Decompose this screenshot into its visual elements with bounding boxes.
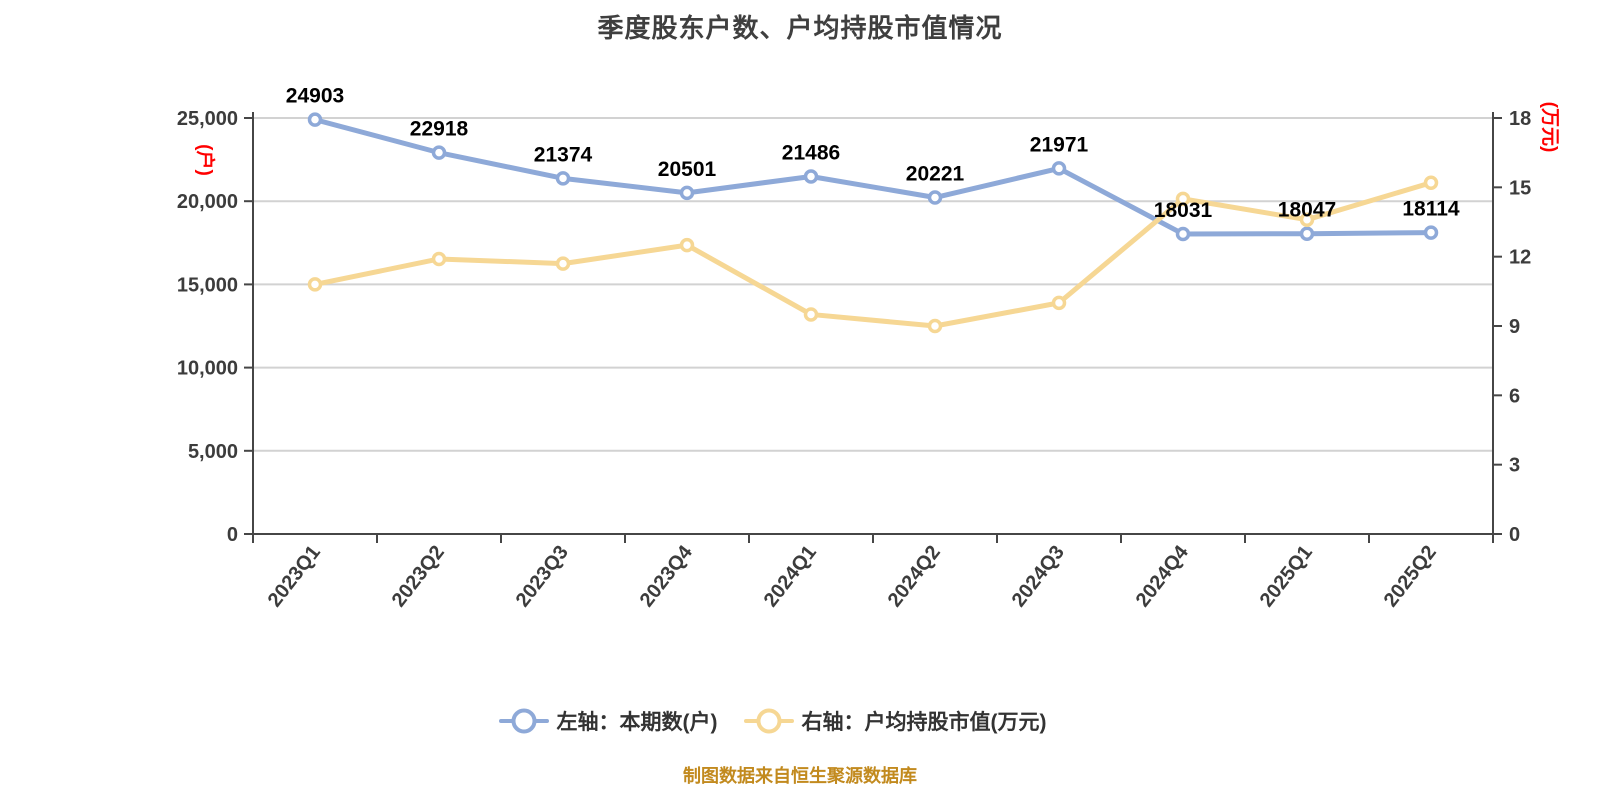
y-axis-left-unit-label: (户) — [194, 144, 217, 176]
legend: 左轴：本期数(户) 右轴：户均持股市值(万元) — [0, 706, 1600, 736]
data-point-label: 20221 — [906, 163, 965, 186]
x-axis-label: 2024Q2 — [884, 542, 945, 612]
x-axis-label: 2024Q3 — [1008, 542, 1069, 612]
x-axis-label: 2024Q4 — [1132, 541, 1194, 611]
data-point — [1051, 295, 1067, 311]
legend-marker-icon — [743, 707, 794, 735]
data-point — [1423, 225, 1439, 240]
data-point-label: 18047 — [1278, 199, 1336, 222]
data-point — [431, 145, 447, 160]
x-axis-label: 2023Q4 — [636, 541, 698, 611]
data-point — [307, 112, 323, 127]
y-axis-left-tick-label: 25,000 — [177, 108, 238, 130]
data-point — [555, 256, 571, 271]
y-axis-left-tick-label: 20,000 — [177, 191, 238, 213]
data-point-label: 21971 — [1030, 133, 1089, 156]
series-line-right — [312, 180, 1434, 329]
y-axis-left-tick-label: 15,000 — [177, 274, 238, 296]
legend-item-label: 左轴：本期数(户) — [556, 711, 718, 734]
data-source-note: 制图数据来自恒生聚源数据库 — [683, 766, 917, 786]
data-point-label: 22918 — [410, 118, 469, 141]
legend-marker-icon — [498, 707, 549, 735]
x-axis-label: 2024Q1 — [760, 542, 821, 612]
x-axis-label: 2023Q1 — [264, 542, 325, 612]
data-point — [1051, 161, 1067, 176]
data-point-label: 21486 — [782, 141, 840, 164]
data-point — [927, 190, 943, 205]
data-point — [1175, 191, 1191, 207]
x-axis-label: 2025Q1 — [1256, 542, 1317, 612]
x-axis-label: 2025Q2 — [1380, 542, 1441, 612]
series-line-left — [312, 117, 1434, 237]
y-axis-right-tick-label: 15 — [1509, 177, 1531, 199]
y-axis-right-tick-label: 3 — [1509, 455, 1520, 477]
data-point — [679, 237, 695, 253]
y-axis-right-tick-label: 0 — [1509, 524, 1520, 546]
y-axis-right-tick-label: 12 — [1509, 247, 1531, 269]
y-axis-right-tick-label: 18 — [1509, 108, 1531, 130]
y-axis-right-tick-label: 6 — [1509, 385, 1520, 407]
legend-item-left-axis-series[interactable]: 左轴：本期数(户) — [498, 706, 718, 736]
data-point-label: 21374 — [534, 143, 593, 166]
y-axis-left-tick-label: 0 — [227, 524, 238, 546]
data-point-label: 18031 — [1154, 199, 1213, 222]
data-point — [431, 251, 447, 267]
y-axis-left-tick-label: 10,000 — [177, 358, 238, 380]
data-point — [1423, 175, 1439, 190]
legend-item-right-axis-series[interactable]: 右轴：户均持股市值(万元) — [743, 706, 1047, 736]
chart-title: 季度股东户数、户均持股市值情况 — [597, 13, 1003, 43]
x-axis-label: 2023Q2 — [388, 542, 449, 612]
data-point-label: 20501 — [658, 158, 717, 181]
data-point — [1299, 212, 1315, 227]
data-point — [1175, 226, 1191, 242]
data-point — [803, 307, 819, 322]
x-axis-label: 2023Q3 — [512, 542, 573, 612]
data-point — [927, 318, 943, 334]
data-point — [307, 277, 323, 292]
y-axis-left-tick-label: 5,000 — [188, 441, 238, 463]
data-point — [1299, 226, 1315, 241]
y-axis-right-unit-label: (万元) — [1539, 102, 1560, 153]
data-point-label: 18114 — [1402, 198, 1460, 221]
data-point-label: 24903 — [286, 85, 344, 108]
data-point — [555, 171, 571, 186]
legend-item-label: 右轴：户均持股市值(万元) — [801, 711, 1047, 734]
data-point — [679, 185, 695, 201]
y-axis-right-tick-label: 9 — [1509, 316, 1520, 338]
data-point — [803, 169, 819, 184]
